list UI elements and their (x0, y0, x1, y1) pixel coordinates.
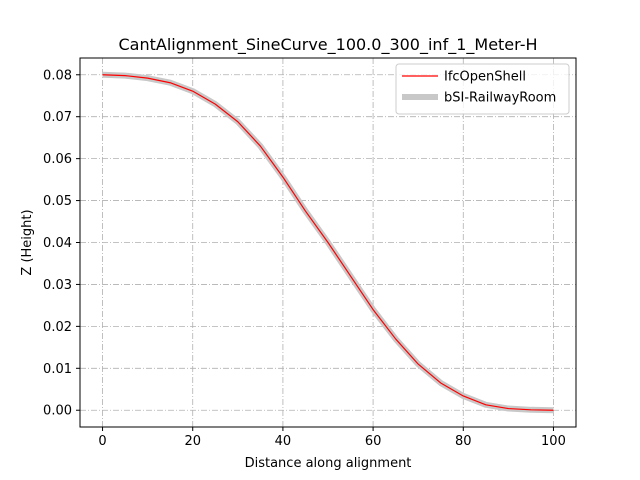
x-tick-label: 100 (541, 434, 566, 449)
y-tick-label: 0.02 (43, 320, 72, 335)
y-tick-label: 0.00 (43, 404, 72, 419)
chart-title: CantAlignment_SineCurve_100.0_300_inf_1_… (118, 35, 537, 55)
x-axis: 0 20 40 60 80 100 (98, 427, 566, 449)
grid (80, 58, 576, 427)
y-tick-label: 0.04 (43, 236, 72, 251)
x-tick-label: 60 (365, 434, 382, 449)
y-tick-label: 0.01 (43, 362, 72, 377)
legend-box (395, 63, 570, 115)
y-tick-label: 0.07 (43, 110, 72, 125)
x-tick-label: 0 (98, 434, 106, 449)
y-axis: 0.00 0.01 0.02 0.03 0.04 0.05 0.06 0.07 0.08 (43, 68, 80, 419)
legend-label-bsi-railwayroom: bSI-RailwayRoom (444, 91, 556, 106)
y-tick-label: 0.05 (43, 194, 72, 209)
x-tick-label: 80 (455, 434, 472, 449)
x-tick-label: 40 (275, 434, 292, 449)
plot-lines (102, 71, 554, 414)
y-tick-label: 0.03 (43, 278, 72, 293)
y-axis-label: Z (Height) (20, 209, 35, 275)
legend: IfcOpenShell bSI-RailwayRoom (395, 63, 570, 115)
legend-label-ifcopenshell: IfcOpenShell (444, 70, 526, 85)
series-line-ifcopenshell (102, 74, 554, 411)
x-axis-label: Distance along alignment (245, 456, 412, 471)
y-tick-label: 0.06 (43, 152, 72, 167)
x-tick-label: 20 (184, 434, 201, 449)
y-tick-label: 0.08 (43, 68, 72, 83)
